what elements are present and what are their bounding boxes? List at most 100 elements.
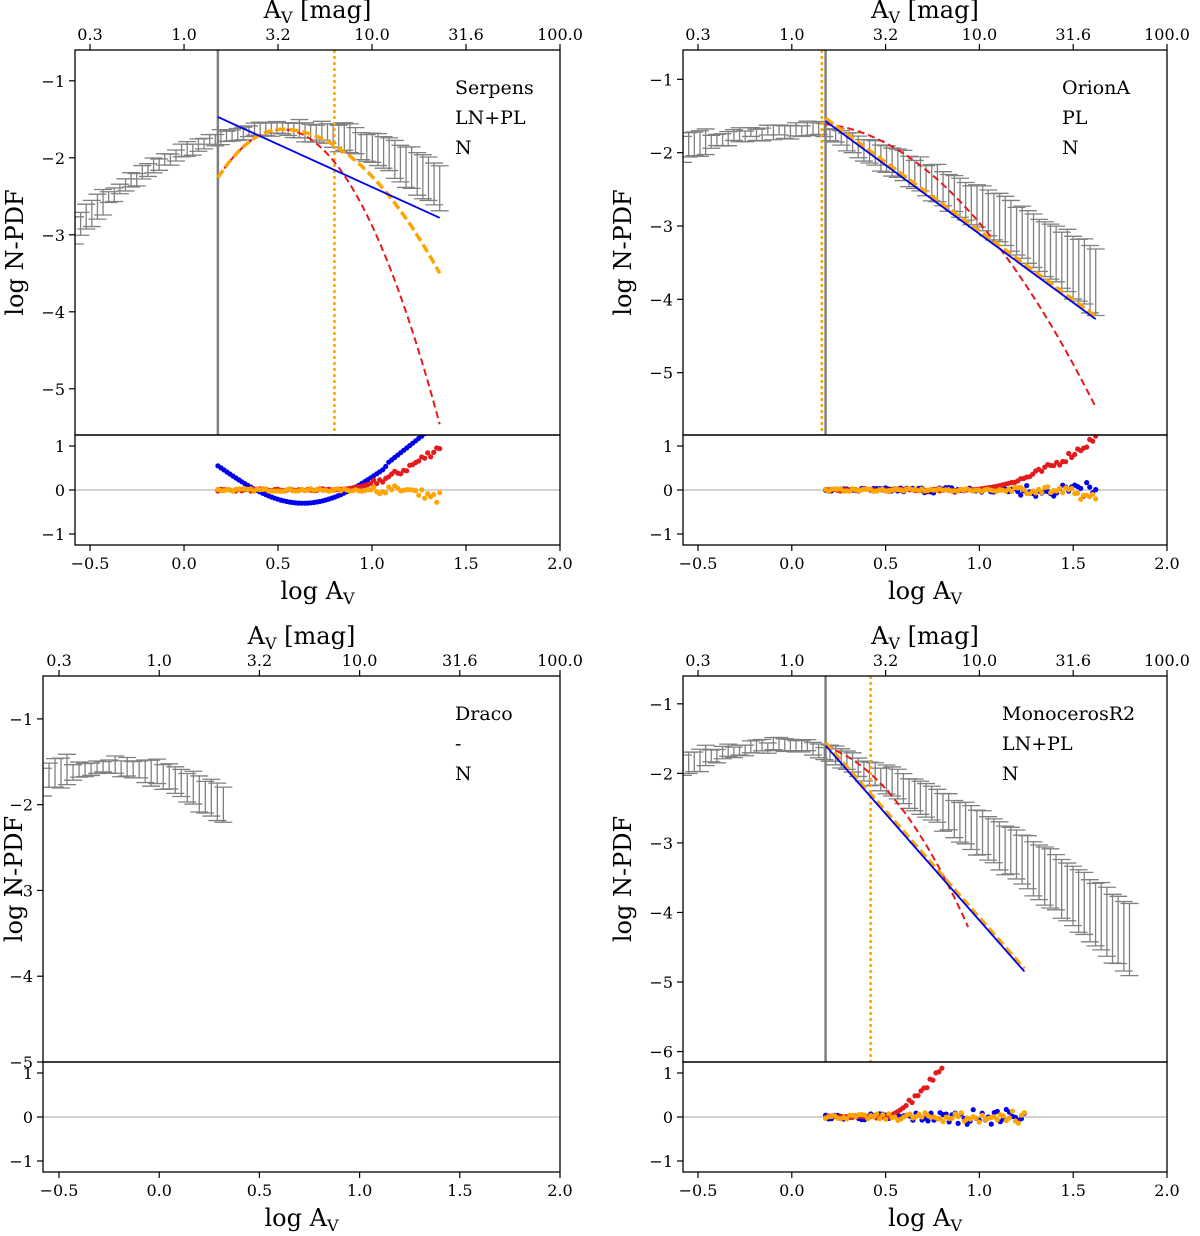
residual-point <box>994 1108 1000 1114</box>
residual-point <box>419 487 425 493</box>
annotation-label: - <box>455 733 461 755</box>
data-errorbar <box>430 165 449 212</box>
residual-y-tick-label: 1 <box>23 1064 33 1083</box>
data-errorbar <box>385 139 404 180</box>
residual-y-tick-label: 0 <box>23 1108 33 1127</box>
x-tick-label: 2.0 <box>1154 1181 1179 1200</box>
residual-y-tick-label: 1 <box>663 1064 673 1083</box>
residual-point <box>1090 438 1096 444</box>
residual-point <box>1039 468 1045 474</box>
residual-point <box>1015 1120 1022 1126</box>
residual-point <box>1093 487 1099 493</box>
combined-fit <box>824 116 1097 318</box>
y-axis-label: log N-PDF <box>609 189 637 315</box>
residual-point <box>939 1065 945 1071</box>
annotation-label: LN+PL <box>455 107 526 129</box>
top-axis-label: AV [mag] <box>247 622 356 653</box>
x-tick-label: 0.0 <box>171 554 196 573</box>
top-x-tick-label: 3.2 <box>873 651 898 670</box>
residual-point <box>940 1119 946 1125</box>
x-tick-label: 0.5 <box>873 1181 898 1200</box>
chart-panel-serpens: −1 −2 −3 −4 −5 1 0 −1 −0.5 0.0 0.5 1.0 1.5 2.0 0.3 1.0 3… <box>1 0 583 608</box>
data-errorbar <box>374 135 393 169</box>
residual-point <box>903 1103 909 1109</box>
top-x-tick-label: 100.0 <box>537 651 583 670</box>
top-x-tick-label: 10.0 <box>342 651 378 670</box>
residual-point <box>437 490 443 496</box>
top-x-tick-label: 10.0 <box>962 651 998 670</box>
top-axis-label: AV [mag] <box>870 622 979 653</box>
residual-y-tick-label: 0 <box>663 1108 673 1127</box>
data-errorbar <box>214 786 233 823</box>
residual-point <box>428 426 433 431</box>
residual-y-tick-label: 0 <box>663 481 673 500</box>
residual-point <box>380 467 386 473</box>
residual-point <box>1063 459 1069 465</box>
residual-point <box>398 471 404 477</box>
residual-point <box>919 1114 925 1120</box>
data-errorbar <box>122 172 141 188</box>
x-tick-label: 1.5 <box>447 1181 472 1200</box>
data-errorbar <box>1120 902 1139 977</box>
residual-point <box>1084 444 1090 450</box>
top-x-tick-label: 10.0 <box>962 25 998 44</box>
y-tick-label: −2 <box>9 796 33 815</box>
residual-point <box>416 458 422 464</box>
residual-point <box>383 490 389 496</box>
main-plot-area <box>683 676 1139 1062</box>
y-tick-label: −3 <box>649 217 673 236</box>
residual-point <box>1000 1113 1006 1119</box>
residual-point <box>877 1116 883 1122</box>
y-tick-label: −4 <box>9 967 33 986</box>
residual-point <box>422 455 428 461</box>
lognormal-fit <box>825 123 1097 408</box>
y-tick-label: −5 <box>41 380 65 399</box>
annotation-label: LN+PL <box>1002 733 1073 755</box>
residual-point <box>383 463 389 470</box>
y-tick-label: −2 <box>649 144 673 163</box>
residual-point <box>1090 491 1096 497</box>
residual-y-tick-label: 1 <box>663 437 673 456</box>
top-x-tick-label: 0.3 <box>685 651 710 670</box>
residual-point <box>1060 490 1066 496</box>
residual-point <box>1039 489 1045 496</box>
residual-point <box>1021 486 1027 493</box>
data-errorbar <box>696 128 715 156</box>
residual-point <box>374 481 380 487</box>
y-tick-label: −2 <box>649 764 673 783</box>
residual-point <box>907 1111 913 1117</box>
powerlaw-fit <box>824 744 1026 973</box>
residual-point <box>994 1117 1000 1123</box>
residual-point <box>1087 484 1093 490</box>
main-plot-frame <box>682 49 1168 436</box>
lognormal-fit <box>825 746 970 928</box>
residual-point <box>883 1116 889 1122</box>
main-plot-frame <box>42 675 561 1063</box>
y-tick-label: −5 <box>9 1053 33 1072</box>
residual-point <box>1057 485 1063 491</box>
top-axis-label: AV [mag] <box>870 0 979 27</box>
annotation-label: Draco <box>455 703 513 725</box>
x-axis-label: log AV <box>280 577 354 608</box>
y-tick-label: −2 <box>41 149 65 168</box>
x-tick-label: −0.5 <box>679 1181 718 1200</box>
residual-point <box>1009 1108 1016 1114</box>
residual-point <box>949 1115 955 1121</box>
y-tick-label: −5 <box>649 973 673 992</box>
residual-point <box>422 495 428 501</box>
annotation-label: N <box>455 763 472 785</box>
top-x-tick-label: 31.6 <box>1055 25 1091 44</box>
residual-point <box>892 1114 898 1120</box>
residual-point <box>419 435 425 439</box>
y-tick-label: −4 <box>649 290 673 309</box>
y-tick-label: −6 <box>649 1043 673 1062</box>
residual-point <box>973 1115 979 1121</box>
residual-point <box>1018 492 1024 498</box>
residual-point <box>431 424 436 429</box>
powerlaw-fit <box>825 120 1097 320</box>
x-tick-label: −0.5 <box>679 554 718 573</box>
chart-panel-oriona: −1 −2 −3 −4 −5 1 0 −1 −0.5 0.0 0.5 1.0 1.5 2.0 0.3 1.0 3… <box>609 0 1190 608</box>
residual-point <box>389 487 395 493</box>
residual-point <box>1057 462 1063 468</box>
